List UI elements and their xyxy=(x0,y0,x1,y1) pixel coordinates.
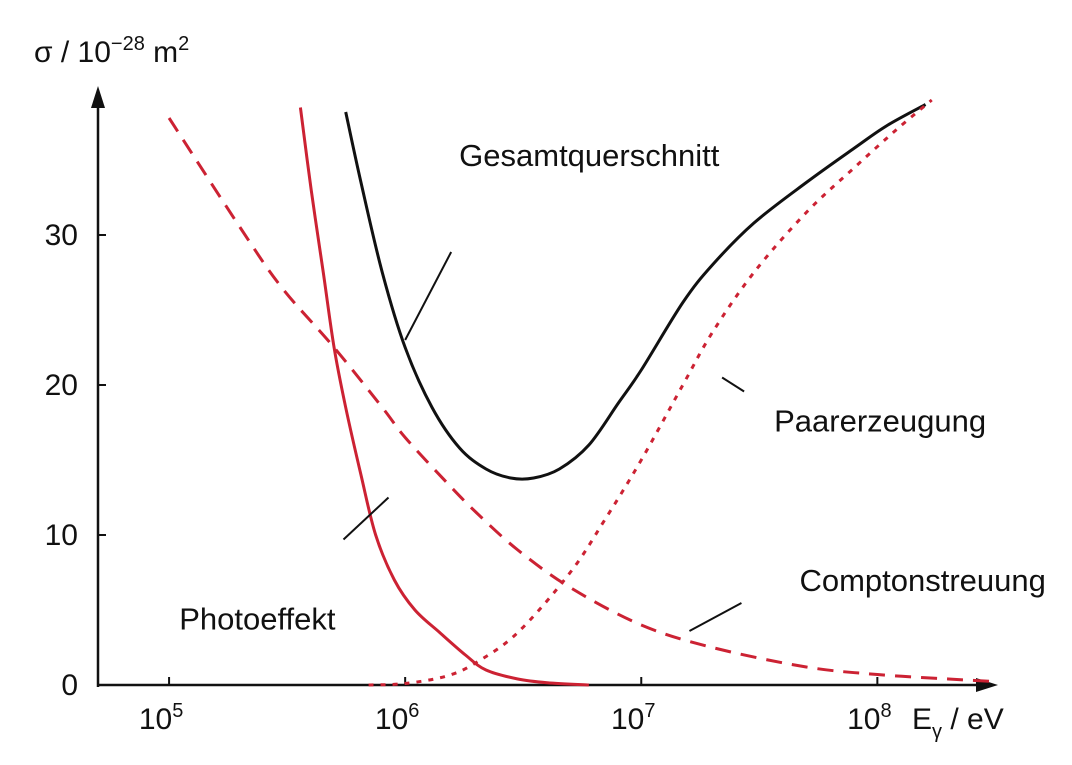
annotation-leader-paarerzeugung xyxy=(721,376,745,393)
x-tick-label: 107 xyxy=(611,700,656,736)
y-tick-label: 10 xyxy=(45,519,78,552)
y-tick-label: 30 xyxy=(45,219,78,252)
series-line-photoeffekt xyxy=(298,107,589,687)
x-tick-label: 106 xyxy=(375,700,420,736)
annotation-label-comptonstreuung: Comptonstreuung xyxy=(799,563,1045,598)
x-tick-label-exponent: 7 xyxy=(644,700,655,722)
annotation-leader-photoeffekt xyxy=(342,496,390,541)
x-tick-label: 105 xyxy=(139,700,184,736)
y-axis-arrow-icon xyxy=(91,86,105,108)
x-tick-label-exponent: 8 xyxy=(880,700,891,722)
y-axis-title: σ / 10−28 m2 xyxy=(34,33,189,69)
x-axis-title-unit: / eV xyxy=(942,703,1004,736)
y-axis-title-prefix: σ / 10 xyxy=(34,36,111,69)
x-tick-label-base: 10 xyxy=(139,703,172,736)
series-line-gesamtquerschnitt xyxy=(344,103,927,481)
x-tick-label-base: 10 xyxy=(847,703,880,736)
x-tick-label: 108 xyxy=(847,700,892,736)
annotation-label-gesamtquerschnitt: Gesamtquerschnitt xyxy=(459,138,720,173)
x-tick-label-base: 10 xyxy=(375,703,408,736)
y-axis-title-unit-exponent: 2 xyxy=(178,33,189,55)
x-axis-title-subscript: γ xyxy=(932,721,942,743)
y-axis-title-exponent: −28 xyxy=(111,33,145,55)
annotation-leader-comptonstreuung xyxy=(688,602,742,632)
series-line-comptonstreuung xyxy=(167,117,991,683)
x-axis-title-base: E xyxy=(912,703,932,736)
x-tick-label-exponent: 6 xyxy=(408,700,419,722)
annotation-label-paarerzeugung: Paarerzeugung xyxy=(774,404,986,439)
annotation-leader-gesamtquerschnitt xyxy=(404,251,453,341)
x-axis-title: Eγ / eV xyxy=(912,703,1004,743)
annotation-label-photoeffekt: Photoeffekt xyxy=(179,602,336,637)
y-tick-label: 20 xyxy=(45,369,78,402)
series-layer xyxy=(167,98,991,687)
x-tick-label-base: 10 xyxy=(611,703,644,736)
annotation-layer: Gesamtquerschnitt Photoeffekt Comptonstreu… xyxy=(179,138,1046,637)
y-axis-title-unit: m xyxy=(145,36,178,69)
x-tick-label-exponent: 5 xyxy=(172,700,183,722)
y-tick-label: 0 xyxy=(61,669,78,702)
